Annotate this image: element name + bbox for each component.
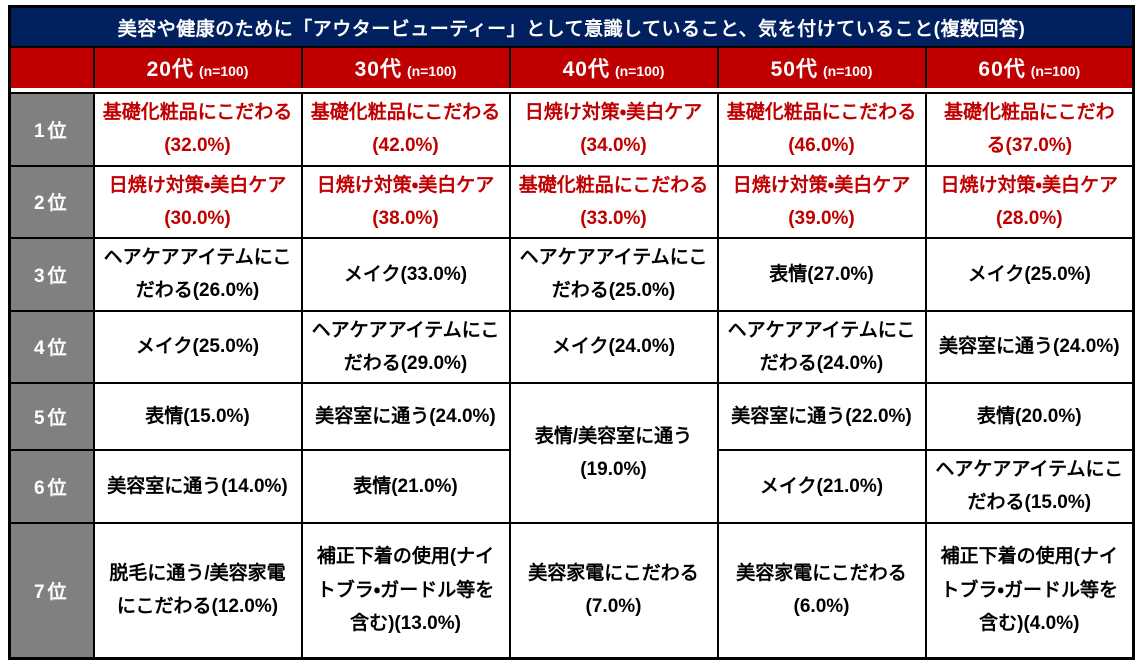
age-group-label: 50代 [770, 58, 818, 81]
cell-rank2-20s: 日焼け対策・美白ケア(30.0%) [92, 164, 303, 239]
cell-rank2-60s: 日焼け対策・美白ケア(28.0%) [924, 164, 1135, 239]
cell-rank1-60s: 基礎化粧品にこだわる(37.0%) [924, 92, 1135, 167]
cell-rank6-50s: メイク(21.0%) [716, 449, 927, 524]
rank-label: 1位 [8, 92, 95, 167]
column-header-40s: 40代 (n=100) [508, 46, 719, 88]
sample-size-label: (n=100) [822, 63, 873, 79]
cell-rank5-30s: 美容室に通う(24.0%) [300, 382, 511, 451]
table-row-rank7: 7位 脱毛に通う/美容家電にこだわる(12.0%) 補正下着の使用(ナイトブラ・… [8, 521, 1135, 660]
cell-rank2-30s: 日焼け対策・美白ケア(38.0%) [300, 164, 511, 239]
cell-rank6-60s: ヘアケアアイテムにこだわる(15.0%) [924, 449, 1135, 524]
cell-rank2-40s: 基礎化粧品にこだわる(33.0%) [508, 164, 719, 239]
cell-rank5-60s: 表情(20.0%) [924, 382, 1135, 451]
cell-rank1-40s: 日焼け対策・美白ケア(34.0%) [508, 92, 719, 167]
rank-label: 5位 [8, 382, 95, 451]
cell-rank7-40s: 美容家電にこだわる(7.0%) [508, 521, 719, 660]
cell-rank1-50s: 基礎化粧品にこだわる(46.0%) [716, 92, 927, 167]
rank-label: 6位 [8, 449, 95, 524]
table-title-row: 美容や健康のために「アウタービューティー」として意識していること、気を付けている… [8, 5, 1135, 48]
cell-rank3-20s: ヘアケアアイテムにこだわる(26.0%) [92, 237, 303, 312]
age-group-label: 30代 [354, 58, 402, 81]
column-header-60s: 60代 (n=100) [924, 46, 1135, 88]
cell-rank6-30s: 表情(21.0%) [300, 449, 511, 524]
cell-rank3-60s: メイク(25.0%) [924, 237, 1135, 312]
ranking-table: 美容や健康のために「アウタービューティー」として意識していること、気を付けている… [8, 5, 1136, 660]
cell-rank1-30s: 基礎化粧品にこだわる(42.0%) [300, 92, 511, 167]
age-group-label: 60代 [978, 58, 1026, 81]
column-header-30s: 30代 (n=100) [300, 46, 511, 88]
table-row-rank3: 3位 ヘアケアアイテムにこだわる(26.0%) メイク(33.0%) ヘアケアア… [8, 237, 1135, 312]
cell-rank4-40s: メイク(24.0%) [508, 309, 719, 384]
column-header-50s: 50代 (n=100) [716, 46, 927, 88]
cell-rank7-20s: 脱毛に通う/美容家電にこだわる(12.0%) [92, 521, 303, 660]
cell-rank7-50s: 美容家電にこだわる(6.0%) [716, 521, 927, 660]
age-group-label: 40代 [562, 58, 610, 81]
column-header-row: 20代 (n=100) 30代 (n=100) 40代 (n=100) 50代 (n=1… [8, 46, 1135, 88]
cell-rank7-30s: 補正下着の使用(ナイトブラ・ガードル等を含む)(13.0%) [300, 521, 511, 660]
cell-rank3-50s: 表情(27.0%) [716, 237, 927, 312]
rank-label: 2位 [8, 164, 95, 239]
cell-rank1-20s: 基礎化粧品にこだわる(32.0%) [92, 92, 303, 167]
cell-rank5-20s: 表情(15.0%) [92, 382, 303, 451]
table-row-rank5: 5位 表情(15.0%) 美容室に通う(24.0%) 表情/美容室に通う(19.… [8, 382, 1135, 524]
cell-rank7-60s: 補正下着の使用(ナイトブラ・ガードル等を含む)(4.0%) [924, 521, 1135, 660]
cell-rank3-30s: メイク(33.0%) [300, 237, 511, 312]
age-group-label: 20代 [146, 58, 194, 81]
rank-label: 3位 [8, 237, 95, 312]
sample-size-label: (n=100) [1030, 63, 1081, 79]
sample-size-label: (n=100) [406, 63, 457, 79]
cell-rank4-50s: ヘアケアアイテムにこだわる(24.0%) [716, 309, 927, 384]
column-header-20s: 20代 (n=100) [92, 46, 303, 88]
cell-rank2-50s: 日焼け対策・美白ケア(39.0%) [716, 164, 927, 239]
table-row-rank6: 6位 美容室に通う(14.0%) 表情(21.0%) メイク(21.0%) ヘア… [8, 449, 1135, 524]
rank-column-header [8, 46, 95, 88]
cell-rank4-20s: メイク(25.0%) [92, 309, 303, 384]
cell-rank6-20s: 美容室に通う(14.0%) [92, 449, 303, 524]
cell-rank3-40s: ヘアケアアイテムにこだわる(25.0%) [508, 237, 719, 312]
rank-label: 4位 [8, 309, 95, 384]
sample-size-label: (n=100) [198, 63, 249, 79]
cell-rank4-60s: 美容室に通う(24.0%) [924, 309, 1135, 384]
header-body-gap [9, 88, 1134, 93]
rank-label: 7位 [8, 521, 95, 660]
cell-rank5-50s: 美容室に通う(22.0%) [716, 382, 927, 451]
table-row-rank1: 1位 基礎化粧品にこだわる(32.0%) 基礎化粧品にこだわる(42.0%) 日… [8, 92, 1135, 167]
table-row-rank2: 2位 日焼け対策・美白ケア(30.0%) 日焼け対策・美白ケア(38.0%) 基… [8, 164, 1135, 239]
table-title: 美容や健康のために「アウタービューティー」として意識していること、気を付けている… [8, 5, 1135, 48]
table-row-rank4: 4位 メイク(25.0%) ヘアケアアイテムにこだわる(29.0%) メイク(2… [8, 309, 1135, 384]
sample-size-label: (n=100) [614, 63, 665, 79]
cell-rank5-6-40s-merged: 表情/美容室に通う(19.0%) [508, 382, 719, 524]
cell-rank4-30s: ヘアケアアイテムにこだわる(29.0%) [300, 309, 511, 384]
